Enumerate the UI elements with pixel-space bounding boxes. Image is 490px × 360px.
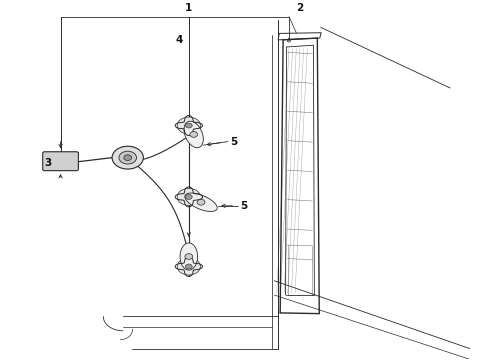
Text: 2: 2 — [296, 3, 303, 13]
Polygon shape — [185, 193, 217, 211]
FancyBboxPatch shape — [43, 152, 78, 171]
Circle shape — [112, 146, 144, 169]
Circle shape — [177, 117, 200, 134]
Circle shape — [185, 123, 192, 128]
Circle shape — [119, 151, 137, 164]
Text: 5: 5 — [230, 136, 238, 147]
Circle shape — [185, 254, 193, 259]
Text: 5: 5 — [240, 201, 247, 211]
Text: 4: 4 — [175, 35, 183, 45]
Polygon shape — [184, 121, 203, 148]
Circle shape — [185, 194, 192, 199]
Circle shape — [177, 258, 200, 275]
Circle shape — [124, 155, 132, 161]
Circle shape — [185, 264, 192, 269]
Circle shape — [190, 132, 197, 137]
Polygon shape — [180, 243, 197, 270]
Text: 3: 3 — [45, 158, 52, 168]
Circle shape — [177, 188, 200, 206]
Text: 1: 1 — [185, 3, 193, 13]
Circle shape — [197, 199, 205, 205]
